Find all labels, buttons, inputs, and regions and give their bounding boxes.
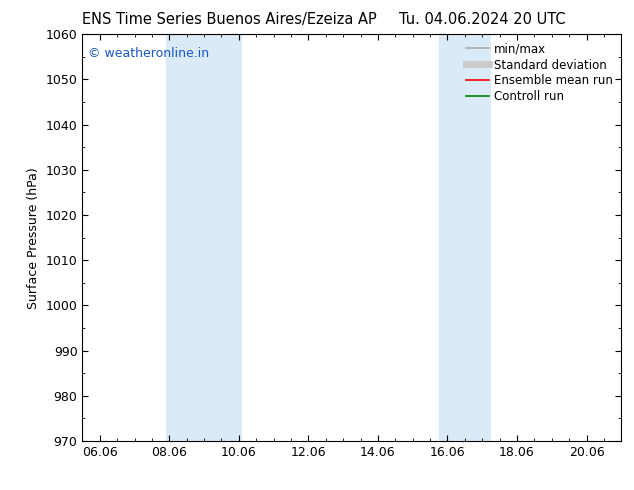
Bar <box>167 34 242 441</box>
Text: ENS Time Series Buenos Aires/Ezeiza AP: ENS Time Series Buenos Aires/Ezeiza AP <box>82 12 377 27</box>
Bar <box>439 34 491 441</box>
Y-axis label: Surface Pressure (hPa): Surface Pressure (hPa) <box>27 167 40 309</box>
Text: Tu. 04.06.2024 20 UTC: Tu. 04.06.2024 20 UTC <box>399 12 566 27</box>
Text: © weatheronline.in: © weatheronline.in <box>87 47 209 59</box>
Legend: min/max, Standard deviation, Ensemble mean run, Controll run: min/max, Standard deviation, Ensemble me… <box>463 40 616 106</box>
